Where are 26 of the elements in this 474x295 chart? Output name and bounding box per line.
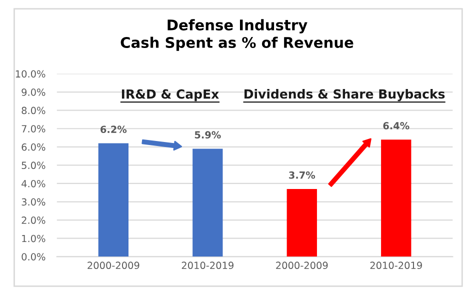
y-tick-label: 1.0% [22,234,46,242]
y-tick-label: 5.0% [22,162,46,170]
y-tick-label: 7.0% [22,125,46,132]
y-tick-label: 8.0% [22,106,46,114]
x-tick-label: 2000-2009 [276,262,328,270]
x-tick-label: 2000-2009 [88,262,140,270]
bar [381,140,412,257]
data-label: 6.4% [383,122,410,130]
y-tick-label: 3.0% [22,198,46,206]
x-tick-label: 2010-2019 [370,262,422,270]
y-tick-label: 6.0% [22,143,46,151]
bar [286,188,317,257]
x-tick-label: 2010-2019 [182,262,234,270]
y-tick-label: 4.0% [22,180,46,188]
data-label: 3.7% [289,171,316,179]
y-tick-label: 0.0% [22,253,46,260]
chart-title: Defense Industry Cash Spent as % of Revenue [120,19,354,51]
bar [98,143,128,257]
bar [192,148,223,257]
annotation: Dividends & Share Buybacks [244,88,445,102]
y-tick-label: 2.0% [22,216,46,224]
y-tick-label: 9.0% [22,88,46,96]
data-label: 5.9% [194,131,221,139]
annotation: IR&D & CapEx [122,89,219,102]
data-label: 6.2% [100,126,127,134]
y-tick-label: 10.0% [16,70,46,78]
